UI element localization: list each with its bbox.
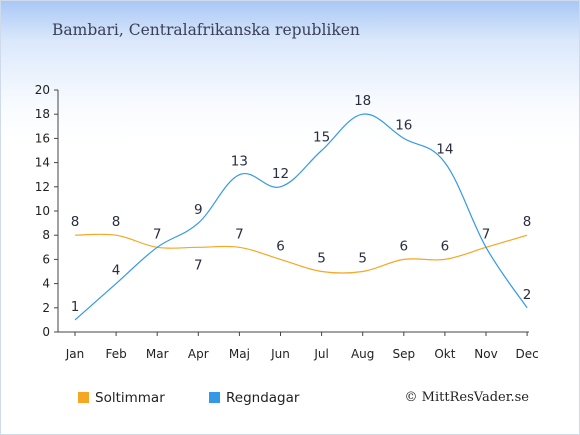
x-tick-label: Dec (515, 347, 538, 361)
x-tick-label: Jun (270, 347, 290, 361)
x-tick-label: Sep (392, 347, 415, 361)
data-label-soltimmar: 7 (194, 257, 203, 273)
data-label-soltimmar: 8 (112, 214, 121, 230)
y-tick-label: 20 (35, 83, 50, 97)
data-label-soltimmar: 6 (400, 238, 409, 254)
legend-swatch-regndagar (209, 392, 220, 403)
x-tick-label: Nov (474, 347, 497, 361)
y-tick-label: 16 (35, 131, 50, 145)
x-tick-label: Jan (65, 347, 85, 361)
data-label-regndagar: 15 (313, 130, 330, 146)
x-tick-label: Feb (105, 347, 126, 361)
chart-title: Bambari, Centralafrikanska republiken (52, 21, 360, 39)
y-tick-label: 12 (35, 180, 50, 194)
x-tick-label: Mar (146, 347, 169, 361)
y-tick-label: 6 (42, 252, 50, 266)
y-tick-label: 18 (35, 107, 50, 121)
legend-item-soltimmar: Soltimmar (78, 390, 165, 406)
x-tick-label: Maj (229, 347, 250, 361)
x-tick-label: Jul (313, 347, 328, 361)
y-tick-label: 0 (42, 325, 50, 339)
data-label-soltimmar: 6 (276, 238, 285, 254)
data-label-regndagar: 12 (272, 166, 289, 182)
credit-text: © MittResVader.se (404, 390, 529, 405)
data-label-regndagar: 1 (71, 299, 80, 315)
y-tick-label: 10 (35, 204, 50, 218)
x-tick-label: Okt (434, 347, 455, 361)
legend-label-regndagar: Regndagar (226, 390, 300, 406)
y-tick-label: 14 (35, 156, 50, 170)
data-label-soltimmar: 8 (71, 214, 80, 230)
data-label-soltimmar: 8 (523, 214, 532, 230)
data-label-regndagar: 13 (231, 154, 248, 170)
data-label-soltimmar: 7 (235, 226, 244, 242)
data-label-soltimmar: 7 (153, 226, 162, 242)
data-label-regndagar: 2 (523, 287, 532, 303)
data-label-soltimmar: 5 (358, 251, 367, 267)
legend-item-regndagar: Regndagar (209, 390, 299, 406)
data-label-soltimmar: 7 (482, 226, 491, 242)
x-tick-label: Apr (188, 347, 209, 361)
data-label-soltimmar: 5 (317, 251, 326, 267)
legend-label-soltimmar: Soltimmar (95, 390, 165, 406)
legend-swatch-soltimmar (78, 392, 89, 403)
data-label-regndagar: 16 (395, 117, 412, 133)
y-tick-label: 8 (42, 228, 50, 242)
series-line-regndagar (74, 113, 528, 321)
data-label-soltimmar: 6 (441, 238, 450, 254)
series-line-soltimmar (74, 233, 528, 274)
data-label-regndagar: 18 (354, 93, 371, 109)
data-label-regndagar: 4 (112, 263, 121, 279)
y-tick-label: 2 (42, 301, 50, 315)
y-tick-label: 4 (42, 277, 50, 291)
x-tick-label: Aug (351, 347, 374, 361)
series-lines (74, 113, 528, 321)
data-label-regndagar: 9 (194, 202, 203, 218)
data-label-regndagar: 14 (436, 142, 453, 158)
